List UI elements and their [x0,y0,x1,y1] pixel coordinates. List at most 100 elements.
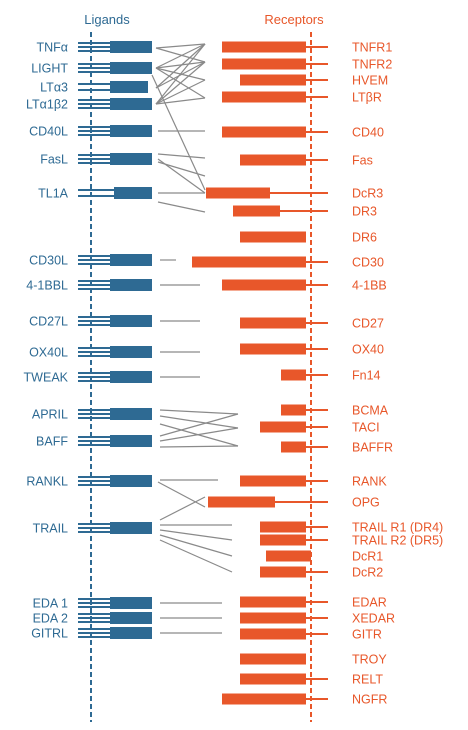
connector-line [151,74,206,191]
receptor-dr6: DR6 [240,231,377,245]
ligand-bar [110,153,152,165]
receptor-label: CD40 [352,126,384,140]
receptor-relt: RELT [240,673,383,687]
ligand-cd40l: CD40L [29,125,152,139]
receptor-trail-r1-dr4: TRAIL R1 (DR4) [260,521,443,535]
ligand-bar [110,435,152,447]
connector-line [159,445,239,448]
ligand-april: APRIL [32,408,152,422]
connector-line [155,47,206,63]
connector-line [159,539,233,573]
connector-line [159,413,239,437]
receptor-bar [222,693,306,705]
receptor-opg: OPG [208,496,380,510]
receptor-hvem: HVEM [240,74,388,88]
receptor-ngfr: NGFR [222,693,387,707]
ligand-bar [110,597,152,609]
ligand-bar [110,371,152,383]
ligand-bar [110,408,152,420]
receptor-bar [233,205,280,217]
ligand-bar [110,41,152,53]
receptor-bar [266,550,311,562]
ligand-bar [110,315,152,327]
receptor-bar [222,41,306,53]
connector-line [155,43,206,89]
ligand-bar [110,125,152,137]
receptor-bar [260,521,306,533]
receptor-cd40: CD40 [222,126,384,140]
connector-line [155,61,206,105]
receptor-label: BCMA [352,404,389,418]
receptor-bar [240,343,306,355]
receptor-bar [240,317,306,329]
receptor-rank: RANK [240,475,387,489]
receptor-label: RELT [352,673,383,687]
connector-line [155,61,206,69]
receptor-label: DR6 [352,231,377,245]
receptor-label: LTβR [352,91,382,105]
ligand-tweak: TWEAK [24,371,152,385]
receptor-fn14: Fn14 [281,369,381,383]
receptor-bar [281,404,306,416]
receptor-tnfr1: TNFR1 [222,41,392,55]
connector-line [159,529,233,541]
receptor-label: RANK [352,475,387,489]
receptor-label: TACI [352,421,380,435]
ligand-label: LIGHT [31,62,68,76]
receptor-label: TROY [352,653,387,667]
ligand-list: TNFα LIGHT LTα3 LTα1β2 CD40L FasL TL1A CD30L 4-1… [24,41,152,641]
receptor-bar [240,612,306,624]
receptor-bar [240,154,306,166]
ligand-rankl: RANKL [26,475,152,489]
ligand-label: 4-1BBL [26,279,68,293]
ligand-bar [110,254,152,266]
receptor-bar [222,91,306,103]
receptor-cd27: CD27 [240,317,384,331]
connector-line [157,153,206,159]
receptor-label: HVEM [352,74,388,88]
receptor-bar [192,256,306,268]
ligand-trail: TRAIL [33,522,152,536]
receptor-label: NGFR [352,693,387,707]
receptor-label: DcR2 [352,566,383,580]
ligand-bar [114,187,152,199]
receptor-dr3: DR3 [233,205,377,219]
ligand-tl1a: TL1A [38,187,152,201]
receptor-trail-r2-dr5: TRAIL R2 (DR5) [260,534,443,548]
receptor-fas: Fas [240,154,373,168]
receptor-label: OPG [352,496,380,510]
ligand-gitrl: GITRL [31,627,152,641]
connector-line [159,534,233,557]
connector-line [155,97,206,105]
connector-line [159,415,239,429]
receptor-dcr1: DcR1 [266,550,383,564]
receptor-label: Fas [352,154,373,168]
receptor-label: TRAIL R1 (DR4) [352,521,443,535]
ligand-label: TNFα [36,41,68,55]
ligand-label: TWEAK [24,371,69,385]
receptor-ox40: OX40 [240,343,384,357]
receptor-bar [240,74,306,86]
ligand-bar [110,81,148,93]
receptors-header: Receptors [264,12,324,27]
receptor-edar: EDAR [240,596,387,610]
connector-line [157,201,206,213]
ligand-label: OX40L [29,346,68,360]
receptor-bar [240,475,306,487]
ligand-label: EDA 2 [33,612,68,626]
connector-line [159,409,239,415]
receptor-bar [281,441,306,453]
ligand-label: RANKL [26,475,68,489]
receptor-dcr2: DcR2 [260,566,383,580]
receptor-bar [240,596,306,608]
ligand-label: APRIL [32,408,68,422]
receptor-bar [206,187,270,199]
receptor-label: Fn14 [352,369,381,383]
connector-line [159,427,239,442]
ligand-lt-3: LTα3 [40,81,148,95]
receptor-bar [281,369,306,381]
receptor-bar [260,421,306,433]
receptor-label: OX40 [352,343,384,357]
receptor-bar [240,673,306,685]
receptor-bar [222,58,306,70]
